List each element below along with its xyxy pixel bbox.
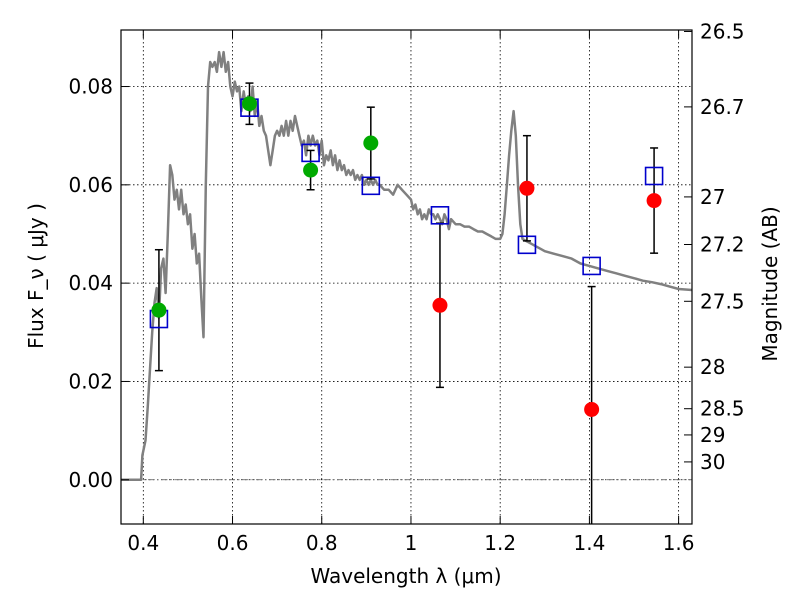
right-tick-label: 28 <box>700 355 725 379</box>
green-observed-point <box>151 302 167 318</box>
red-observed-point <box>646 193 662 209</box>
model-flux-square-marker <box>582 256 601 276</box>
green-observed-point <box>303 162 319 178</box>
x-tick-label: 0.6 <box>217 531 249 555</box>
red-observed-point <box>584 401 600 417</box>
model-flux-square-marker <box>644 166 664 186</box>
right-tick-label: 27.2 <box>700 232 745 256</box>
y-tick-label: 0.00 <box>68 468 113 492</box>
model-flux-square-marker <box>301 143 320 163</box>
red-observed-point <box>432 297 448 313</box>
y-axis-right-title: Magnitude (AB) <box>758 206 782 361</box>
right-tick-label: 29 <box>700 423 725 447</box>
model-flux-square-marker <box>517 235 537 255</box>
model-flux-square-marker <box>430 206 450 225</box>
model-flux-square-marker <box>361 176 381 196</box>
y-axis-title: Flux F_ν ( μJy ) <box>24 203 48 349</box>
plot-frame <box>120 29 693 525</box>
x-tick-label: 1.6 <box>663 531 695 555</box>
x-tick-label: 0.4 <box>127 531 159 555</box>
red-observed-point <box>519 180 535 196</box>
y-tick-label: 0.06 <box>68 173 113 197</box>
y-tick-label: 0.08 <box>68 75 113 99</box>
y-tick-label: 0.04 <box>68 271 113 295</box>
model-spectrum-line <box>121 50 692 482</box>
right-tick-label: 27.5 <box>700 289 745 313</box>
right-tick-label: 26.7 <box>700 95 745 119</box>
y-axis-right-magnitude: 26.5 26.7 27 27.2 27.5 28 28.529 30 <box>684 19 745 474</box>
x-tick-label: 1.2 <box>484 531 516 555</box>
green-observed-point <box>363 135 379 151</box>
y-axis-left: 0.00 0.02 0.04 0.06 0.08 <box>68 75 129 492</box>
plot-area <box>121 50 692 524</box>
x-tick-label: 0.8 <box>306 531 338 555</box>
x-tick-label: 1 <box>405 531 418 555</box>
right-tick-label: 26.5 <box>700 19 745 43</box>
green-observed-point <box>241 96 257 112</box>
right-tick-label: 28.5 <box>700 397 745 421</box>
right-tick-label: 30 <box>700 450 725 474</box>
x-axis: 0.4 0.6 0.8 1 1.2 1.4 1.6 <box>127 30 695 555</box>
x-axis-title: Wavelength λ (μm) <box>310 564 501 588</box>
y-tick-label: 0.02 <box>68 369 113 393</box>
right-tick-label: 27 <box>700 185 725 209</box>
x-tick-label: 1.4 <box>573 531 605 555</box>
